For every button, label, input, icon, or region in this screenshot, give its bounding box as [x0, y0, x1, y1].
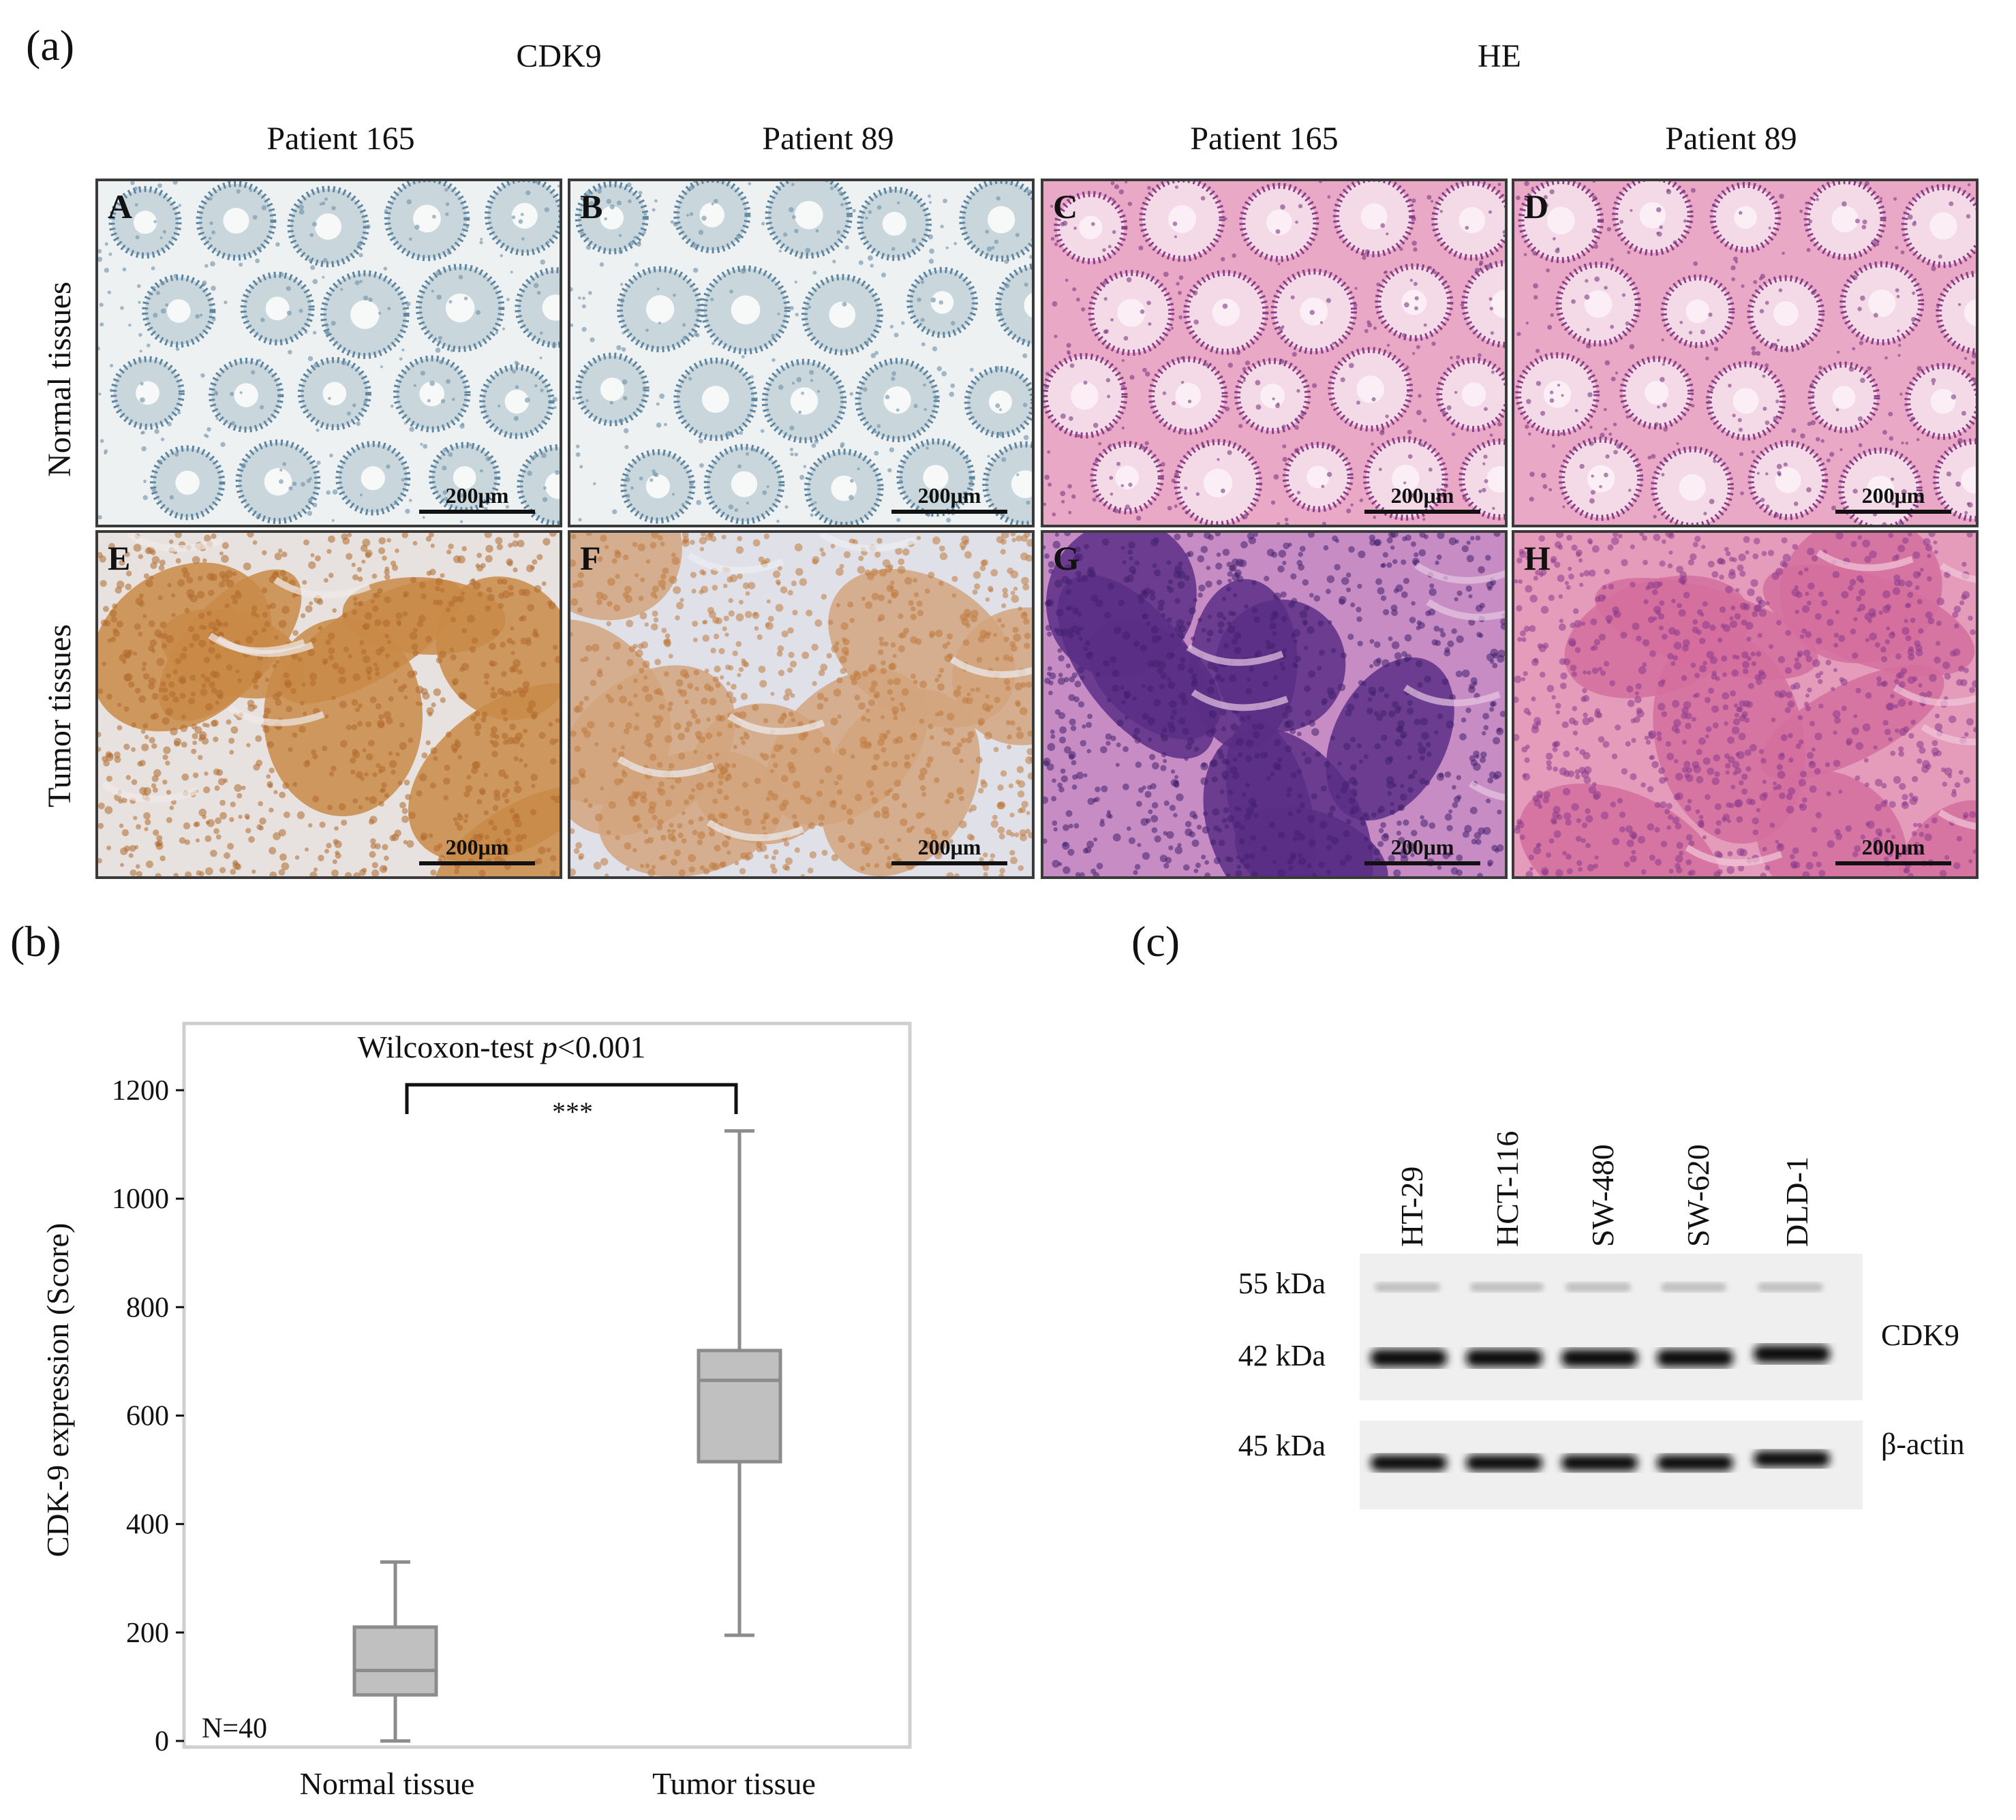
tissue-texture	[98, 181, 560, 525]
tissue-texture	[570, 533, 1032, 876]
column-heading: Patient 89	[762, 121, 894, 157]
scale-bar-label: 200μm	[917, 483, 981, 508]
panel-a-letter: (a)	[26, 21, 75, 70]
micrograph-tile: B 200μm	[568, 179, 1035, 527]
actin-band	[1466, 1455, 1542, 1471]
box-0	[352, 1560, 438, 1743]
x-category-label: Normal tissue	[300, 1766, 475, 1801]
plot-frame	[182, 1021, 912, 1749]
column-heading: Patient 89	[1665, 121, 1797, 157]
lane-label: SW-480	[1585, 1144, 1620, 1247]
scale-bar: 200μm	[1835, 835, 1951, 865]
tile-letter: C	[1053, 187, 1078, 226]
micrograph-tile: C 200μm	[1041, 179, 1508, 527]
cdk9-band	[1371, 1349, 1447, 1367]
y-tick-label: 600	[126, 1401, 169, 1432]
panel-c-letter: (c)	[1131, 917, 1180, 966]
y-tick-label: 0	[155, 1726, 169, 1757]
y-tick-label: 800	[126, 1292, 169, 1323]
scale-bar: 200μm	[419, 835, 535, 865]
lane-label: SW-620	[1681, 1144, 1715, 1247]
micrograph-tile: D 200μm	[1512, 179, 1979, 527]
scale-bar-label: 200μm	[1861, 835, 1925, 859]
box-plot: CDK-9 expression (Score) Wilcoxon-test p…	[40, 1021, 912, 1801]
micrograph-tile: F 200μm	[568, 530, 1035, 879]
cdk9-upper-band	[1470, 1282, 1544, 1292]
tissue-texture	[570, 181, 1032, 525]
cdk9-upper-band	[1566, 1282, 1631, 1292]
western-blot	[1360, 1254, 1863, 1509]
iqr-box	[352, 1625, 438, 1697]
cdk9-membrane	[1360, 1254, 1863, 1400]
lane-label: HCT-116	[1490, 1130, 1525, 1247]
chart-title: Wilcoxon-test p<0.001	[358, 1030, 646, 1064]
cdk9-upper-band	[1758, 1282, 1823, 1292]
row-label-tumor: Tumor tissues	[42, 624, 78, 807]
scale-bar: 200μm	[891, 835, 1007, 865]
tile-letter: G	[1053, 539, 1080, 577]
cdk9-band	[1754, 1345, 1830, 1363]
tissue-texture	[1514, 533, 1976, 876]
iqr-box	[697, 1348, 782, 1464]
micrograph-tile: E 200μm	[95, 530, 562, 879]
cdk9-band	[1657, 1349, 1733, 1367]
tissue-texture	[98, 533, 560, 876]
significance-stars: ***	[552, 1096, 593, 1127]
micrograph-tile: A 200μm	[95, 179, 562, 527]
protein-label-actin: β-actin	[1881, 1428, 1965, 1461]
y-tick-label: 200	[126, 1618, 169, 1649]
tile-letter: F	[580, 539, 601, 577]
panel-b-letter: (b)	[10, 917, 61, 966]
scale-bar-label: 200μm	[1861, 483, 1925, 508]
box-1	[697, 1129, 782, 1637]
scale-bar: 200μm	[891, 483, 1007, 514]
significance-bracket	[405, 1083, 738, 1114]
tile-letter: D	[1524, 187, 1549, 226]
y-tick-label: 1200	[112, 1075, 169, 1107]
lane-label: DLD-1	[1780, 1156, 1814, 1247]
tile-letter: H	[1524, 539, 1551, 577]
scale-bar: 200μm	[419, 483, 535, 514]
protein-label-cdk9: CDK9	[1881, 1318, 1959, 1352]
scale-bar: 200μm	[1835, 483, 1951, 514]
scale-bar-label: 200μm	[917, 835, 981, 859]
x-category-label: Tumor tissue	[652, 1766, 816, 1801]
actin-band	[1754, 1451, 1830, 1467]
cdk9-group-heading: CDK9	[516, 38, 602, 74]
scale-bar-label: 200μm	[1390, 835, 1454, 859]
tissue-texture	[1515, 181, 1976, 525]
actin-band	[1561, 1455, 1638, 1471]
actin-band	[1657, 1455, 1733, 1471]
scale-bar-label: 200μm	[445, 835, 509, 859]
scale-bar: 200μm	[1364, 483, 1480, 514]
tile-letter: E	[108, 539, 131, 577]
micrograph-tile: H 200μm	[1512, 530, 1979, 879]
y-tick-label: 1000	[112, 1184, 169, 1215]
n-annotation: N=40	[202, 1713, 267, 1744]
he-group-heading: HE	[1478, 38, 1521, 74]
column-heading: Patient 165	[266, 121, 415, 157]
cdk9-upper-band	[1375, 1282, 1440, 1292]
tile-letter: A	[108, 187, 133, 226]
row-label-normal: Normal tissues	[42, 281, 78, 477]
y-tick-label: 400	[126, 1509, 169, 1541]
kda-marker: 42 kDa	[1238, 1339, 1326, 1372]
tissue-texture	[1043, 181, 1505, 525]
kda-marker: 45 kDa	[1238, 1429, 1326, 1462]
scale-bar: 200μm	[1364, 835, 1480, 865]
cdk9-band	[1466, 1349, 1542, 1367]
tile-letter: B	[580, 187, 603, 226]
tissue-texture	[1043, 533, 1505, 876]
kda-marker: 55 kDa	[1238, 1267, 1326, 1300]
scale-bar-label: 200μm	[1390, 483, 1454, 508]
micrograph-tile: G 200μm	[1041, 530, 1508, 879]
scale-bar-label: 200μm	[445, 483, 509, 508]
cdk9-upper-band	[1661, 1282, 1726, 1292]
actin-band	[1371, 1455, 1447, 1471]
cdk9-band	[1561, 1349, 1638, 1367]
y-axis-label: CDK-9 expression (Score)	[40, 1223, 75, 1558]
lane-label: HT-29	[1394, 1166, 1429, 1247]
column-heading: Patient 165	[1190, 121, 1339, 157]
